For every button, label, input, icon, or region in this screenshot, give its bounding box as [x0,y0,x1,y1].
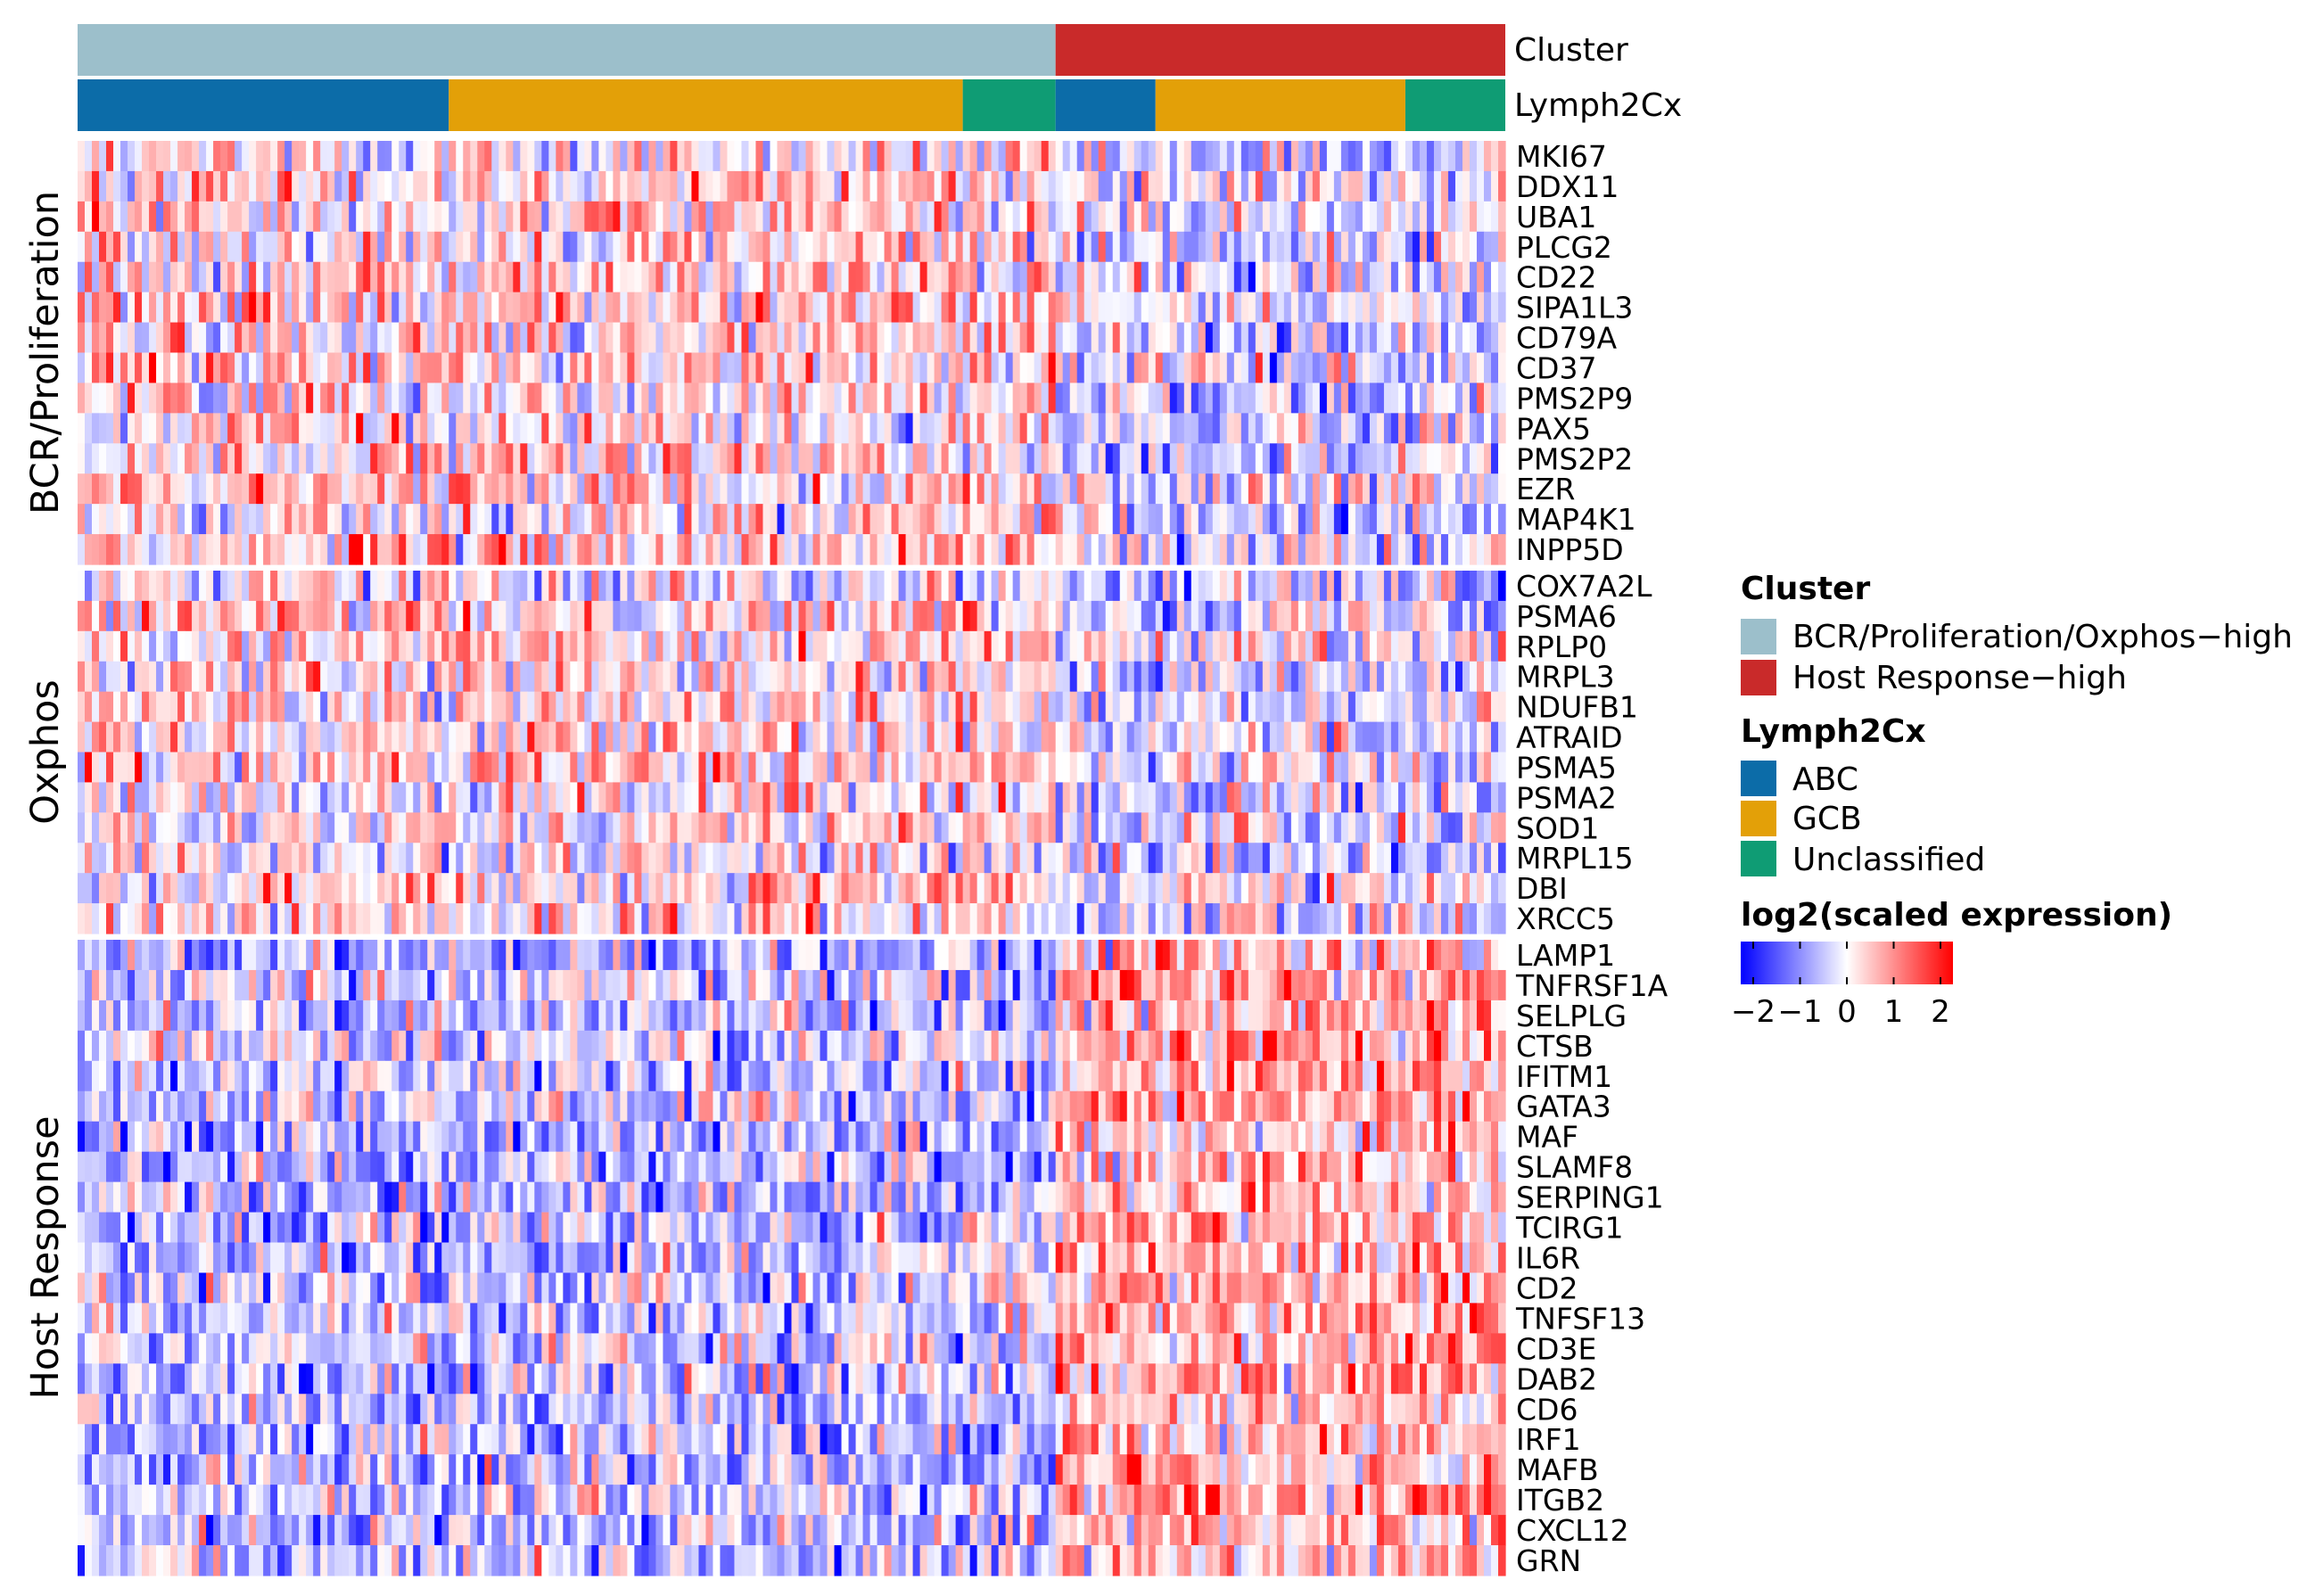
gene-label: DDX11 [1516,169,1619,204]
gene-label: ATRAID [1516,720,1622,755]
gene-label: PSMA5 [1516,751,1617,786]
gene-label: MAP4K1 [1516,502,1636,537]
legend-label-abc: ABC [1792,761,1858,798]
gene-label: DBI [1516,871,1568,906]
gene-label: SOD1 [1516,810,1599,845]
lymph2cx-segment [78,79,449,131]
legend-swatch-abc [1741,761,1776,796]
gene-label: SIPA1L3 [1516,291,1633,325]
gene-label: MAF [1516,1120,1578,1155]
color-scale-tick-label: 1 [1884,994,1904,1030]
lymph2cx-segment [962,79,1056,131]
gene-label: IL6R [1516,1241,1580,1276]
gene-label: TNFSF13 [1515,1301,1645,1336]
gene-label: SELPLG [1516,999,1627,1033]
gene-label: XRCC5 [1516,901,1615,936]
gene-label: TCIRG1 [1515,1211,1624,1246]
legend-swatch-cluster-1 [1741,619,1776,654]
gene-label: GATA3 [1516,1090,1611,1124]
color-scale-tick-label: −1 [1777,994,1822,1030]
gene-label: DAB2 [1516,1362,1597,1396]
gene-labels: MKI67DDX11UBA1PLCG2CD22SIPA1L3CD79ACD37P… [1515,139,1668,1578]
row-group-label-oxphos: Oxphos [23,679,68,825]
gene-label: CD22 [1516,260,1596,295]
gene-label: PAX5 [1516,411,1591,446]
gene-label: MRPL3 [1516,660,1615,695]
legend-swatch-cluster-2 [1741,660,1776,695]
legend-label-cluster-2: Host Response−high [1792,660,2127,696]
gene-label: MAFB [1516,1452,1599,1487]
gene-label: SERPING1 [1516,1181,1664,1215]
legend-lymph2cx-title: Lymph2Cx [1741,713,1926,750]
legend-label-gcb: GCB [1792,801,1862,837]
gene-label: CTSB [1516,1029,1594,1064]
gene-label: CXCL12 [1516,1513,1629,1548]
color-scale-ticks: −2 −1 0 1 2 [1731,942,1950,1030]
row-group-label-host-response: Host Response [23,1115,68,1399]
legend-cluster-title: Cluster [1741,571,1870,607]
gene-label: ITGB2 [1516,1483,1604,1518]
lymph2cx-segment [449,79,963,131]
gene-label: MRPL15 [1516,841,1634,876]
legend: Cluster BCR/Proliferation/Oxphos−high Ho… [1731,571,2293,1030]
gene-label: PMS2P9 [1516,381,1633,415]
legend-swatch-unclassified [1741,841,1776,876]
gene-label: IFITM1 [1516,1059,1612,1094]
gene-label: LAMP1 [1516,938,1615,973]
gene-label: COX7A2L [1516,569,1652,604]
gene-label: CD37 [1516,351,1596,386]
lymph2cx-segment [1055,79,1156,131]
gene-label: NDUFB1 [1516,690,1638,725]
gene-label: CD6 [1516,1392,1578,1427]
gene-label: PMS2P2 [1516,441,1633,476]
lymph2cx-segment [1405,79,1505,131]
gene-label: PSMA2 [1516,780,1617,815]
gene-label: CD3E [1516,1331,1596,1366]
gene-label: INPP5D [1516,532,1624,567]
row-group-labels: BCR/Proliferation Oxphos Host Response [23,191,68,1400]
legend-swatch-gcb [1741,801,1776,836]
gene-label: PSMA6 [1516,599,1617,634]
gene-label: MKI67 [1516,139,1607,174]
lymph2cx-segment [1155,79,1405,131]
gene-label: EZR [1516,472,1575,506]
cluster-annotation-bar [78,24,1505,76]
lymph2cx-annotation-bar [78,79,1505,131]
gene-label: SLAMF8 [1516,1150,1633,1185]
lymph2cx-annotation-label: Lymph2Cx [1514,87,1682,124]
legend-label-unclassified: Unclassified [1792,842,1985,878]
gene-label: RPLP0 [1516,629,1607,664]
cluster-segment [1055,24,1505,76]
gene-label: IRF1 [1516,1422,1581,1457]
gene-label: PLCG2 [1516,230,1612,265]
legend-scale-title: log2(scaled expression) [1741,897,2172,934]
color-scale-tick-label: −2 [1731,994,1776,1030]
gene-label: CD79A [1516,321,1617,356]
legend-label-cluster-1: BCR/Proliferation/Oxphos−high [1792,619,2293,655]
gene-label: GRN [1516,1543,1581,1578]
gene-label: CD2 [1516,1271,1578,1306]
row-group-label-bcr-proliferation: BCR/Proliferation [23,191,68,514]
color-scale-tick-label: 2 [1931,994,1950,1030]
gene-label: TNFRSF1A [1515,968,1668,1003]
heatmap-cells [78,141,1506,1576]
cluster-annotation-label: Cluster [1514,32,1628,69]
cluster-segment [78,24,1056,76]
color-scale-tick-label: 0 [1837,994,1857,1030]
gene-label: UBA1 [1516,200,1596,234]
